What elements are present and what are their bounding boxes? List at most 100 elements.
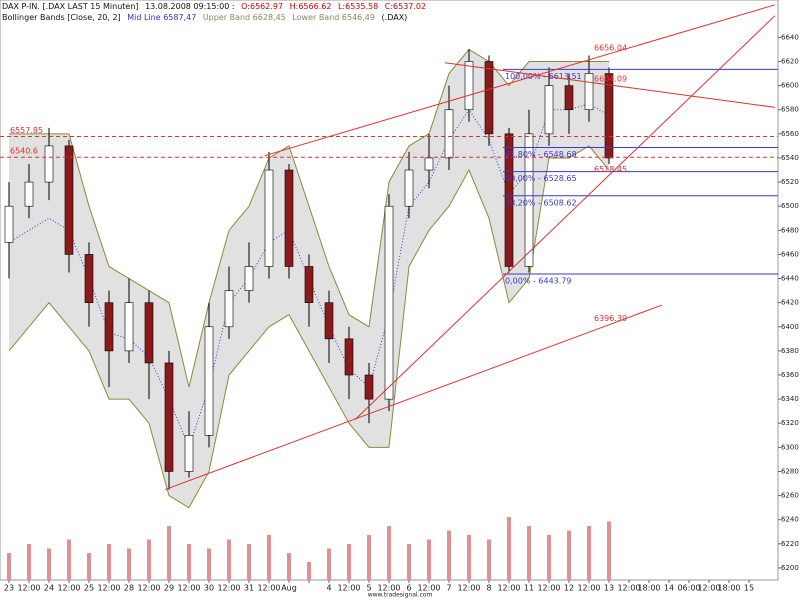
candle-body [164,362,174,472]
header: DAX P-IN. [.DAX LAST 15 Minuten] 13.08.2… [2,2,430,11]
band-upper [9,48,609,388]
y-tick-label: 6640 [781,33,799,41]
y-tick-label: 6400 [781,323,799,331]
x-tick-label: 12:00 [337,584,360,593]
candle-body [224,290,234,328]
x-tick-label: 14 [664,584,674,593]
y-tick-label: 6560 [781,130,799,138]
fib-label: 38,20% - 6508.62 [505,198,577,207]
x-tick-label: 12:00 [537,584,560,593]
candle-body [424,157,434,171]
volume-bar [247,544,251,580]
x-tick-label: Aug [281,584,297,593]
candle-body [604,73,614,159]
x-tick-label: 30 [204,584,214,593]
y-tick-label: 6480 [781,226,799,234]
volume-bar [227,539,231,580]
x-tick-label: 12:00 [217,584,240,593]
y-tick-label: 6280 [781,467,799,475]
y-tick-label: 6300 [781,443,799,451]
x-tick-label: 7 [446,584,451,593]
trendline-label: 6518.45 [594,165,627,174]
candle-body [584,73,594,111]
candle-body [204,326,214,436]
trendline [444,62,776,108]
x-tick-label: 12:00 [177,584,200,593]
candle-body [464,61,474,111]
x-tick-label: 12 [564,584,574,593]
time: 13.08.2008 09:15:00 : [145,2,235,11]
instrument: DAX P-IN. [.DAX LAST 15 Minuten] [2,2,139,11]
indicator-name: Bollinger Bands [Close, 20, 2] [2,13,121,22]
y-tick-label: 6380 [781,347,799,355]
x-tick-label: 12:00 [97,584,120,593]
volume-bar [447,530,451,580]
x-tick-label: 12:00 [17,584,40,593]
volume-bar [567,530,571,580]
volume-bar [207,548,211,580]
candle-body [384,205,394,400]
dashed-level-label: 6557.85 [10,126,43,135]
y-tick-label: 6440 [781,275,799,283]
volume-bar [107,544,111,580]
volume-bar [547,535,551,580]
candle-body [544,85,554,135]
ohlc-open: O:6562.97 [241,2,284,11]
y-tick-label: 6500 [781,202,799,210]
y-tick-label: 6520 [781,178,799,186]
x-tick-label: 12:00 [457,584,480,593]
y-tick-label: 6580 [781,106,799,114]
y-tick-label: 6320 [781,419,799,427]
y-tick-label: 6460 [781,250,799,258]
x-tick-label: 12:00 [377,584,400,593]
x-tick-label: 8 [486,584,491,593]
candle-body [24,181,34,207]
x-tick-label: 13 [604,584,614,593]
x-tick-label: 12:00 [57,584,80,593]
candle-body [444,109,454,159]
x-tick-label: 24 [44,584,54,593]
candle-body [124,302,134,352]
x-tick-label: 06:00 [677,584,700,593]
x-tick-label: 5 [366,584,371,593]
candle-body [84,254,94,303]
y-tick-label: 6240 [781,516,799,524]
x-tick-label: 12:00 [257,584,280,593]
candle-body [104,302,114,352]
volume-bar [87,553,91,580]
candle-body [564,85,574,111]
x-tick-label: 15 [744,584,754,593]
x-tick-label: 12:00 [497,584,520,593]
volume-bar [487,539,491,580]
candle-body [364,374,374,400]
candle-body [404,169,414,207]
fib-label: 50,00% - 6528.65 [505,174,577,183]
volume-bar [427,539,431,580]
x-tick-label: 23 [4,584,14,593]
trendline-label: 6604.09 [594,74,627,83]
volume-bar [287,553,291,580]
fib-label: 61,80% - 6548.68 [505,150,577,159]
y-tick-label: 6620 [781,57,799,65]
volume-bar [307,562,311,580]
indicator-lower: Lower Band 6546,49 [292,13,375,22]
candle-body [484,61,494,135]
volume-bar [367,535,371,580]
volume-bar [267,535,271,580]
volume-bar [7,553,11,580]
volume-bar [347,544,351,580]
volume-bar [127,548,131,580]
x-tick-label: 12:00 [417,584,440,593]
volume-bar [187,544,191,580]
x-tick-label: 31 [244,584,254,593]
x-tick-label: 18:00 [637,584,660,593]
x-tick-label: 11 [524,584,534,593]
x-tick-label: 25 [84,584,94,593]
candle-body [324,302,334,340]
x-tick-label: 12:00 [137,584,160,593]
candle-body [244,266,254,291]
volume-bar [67,539,71,580]
x-tick-label: 6 [406,584,411,593]
candle-body [4,205,14,243]
